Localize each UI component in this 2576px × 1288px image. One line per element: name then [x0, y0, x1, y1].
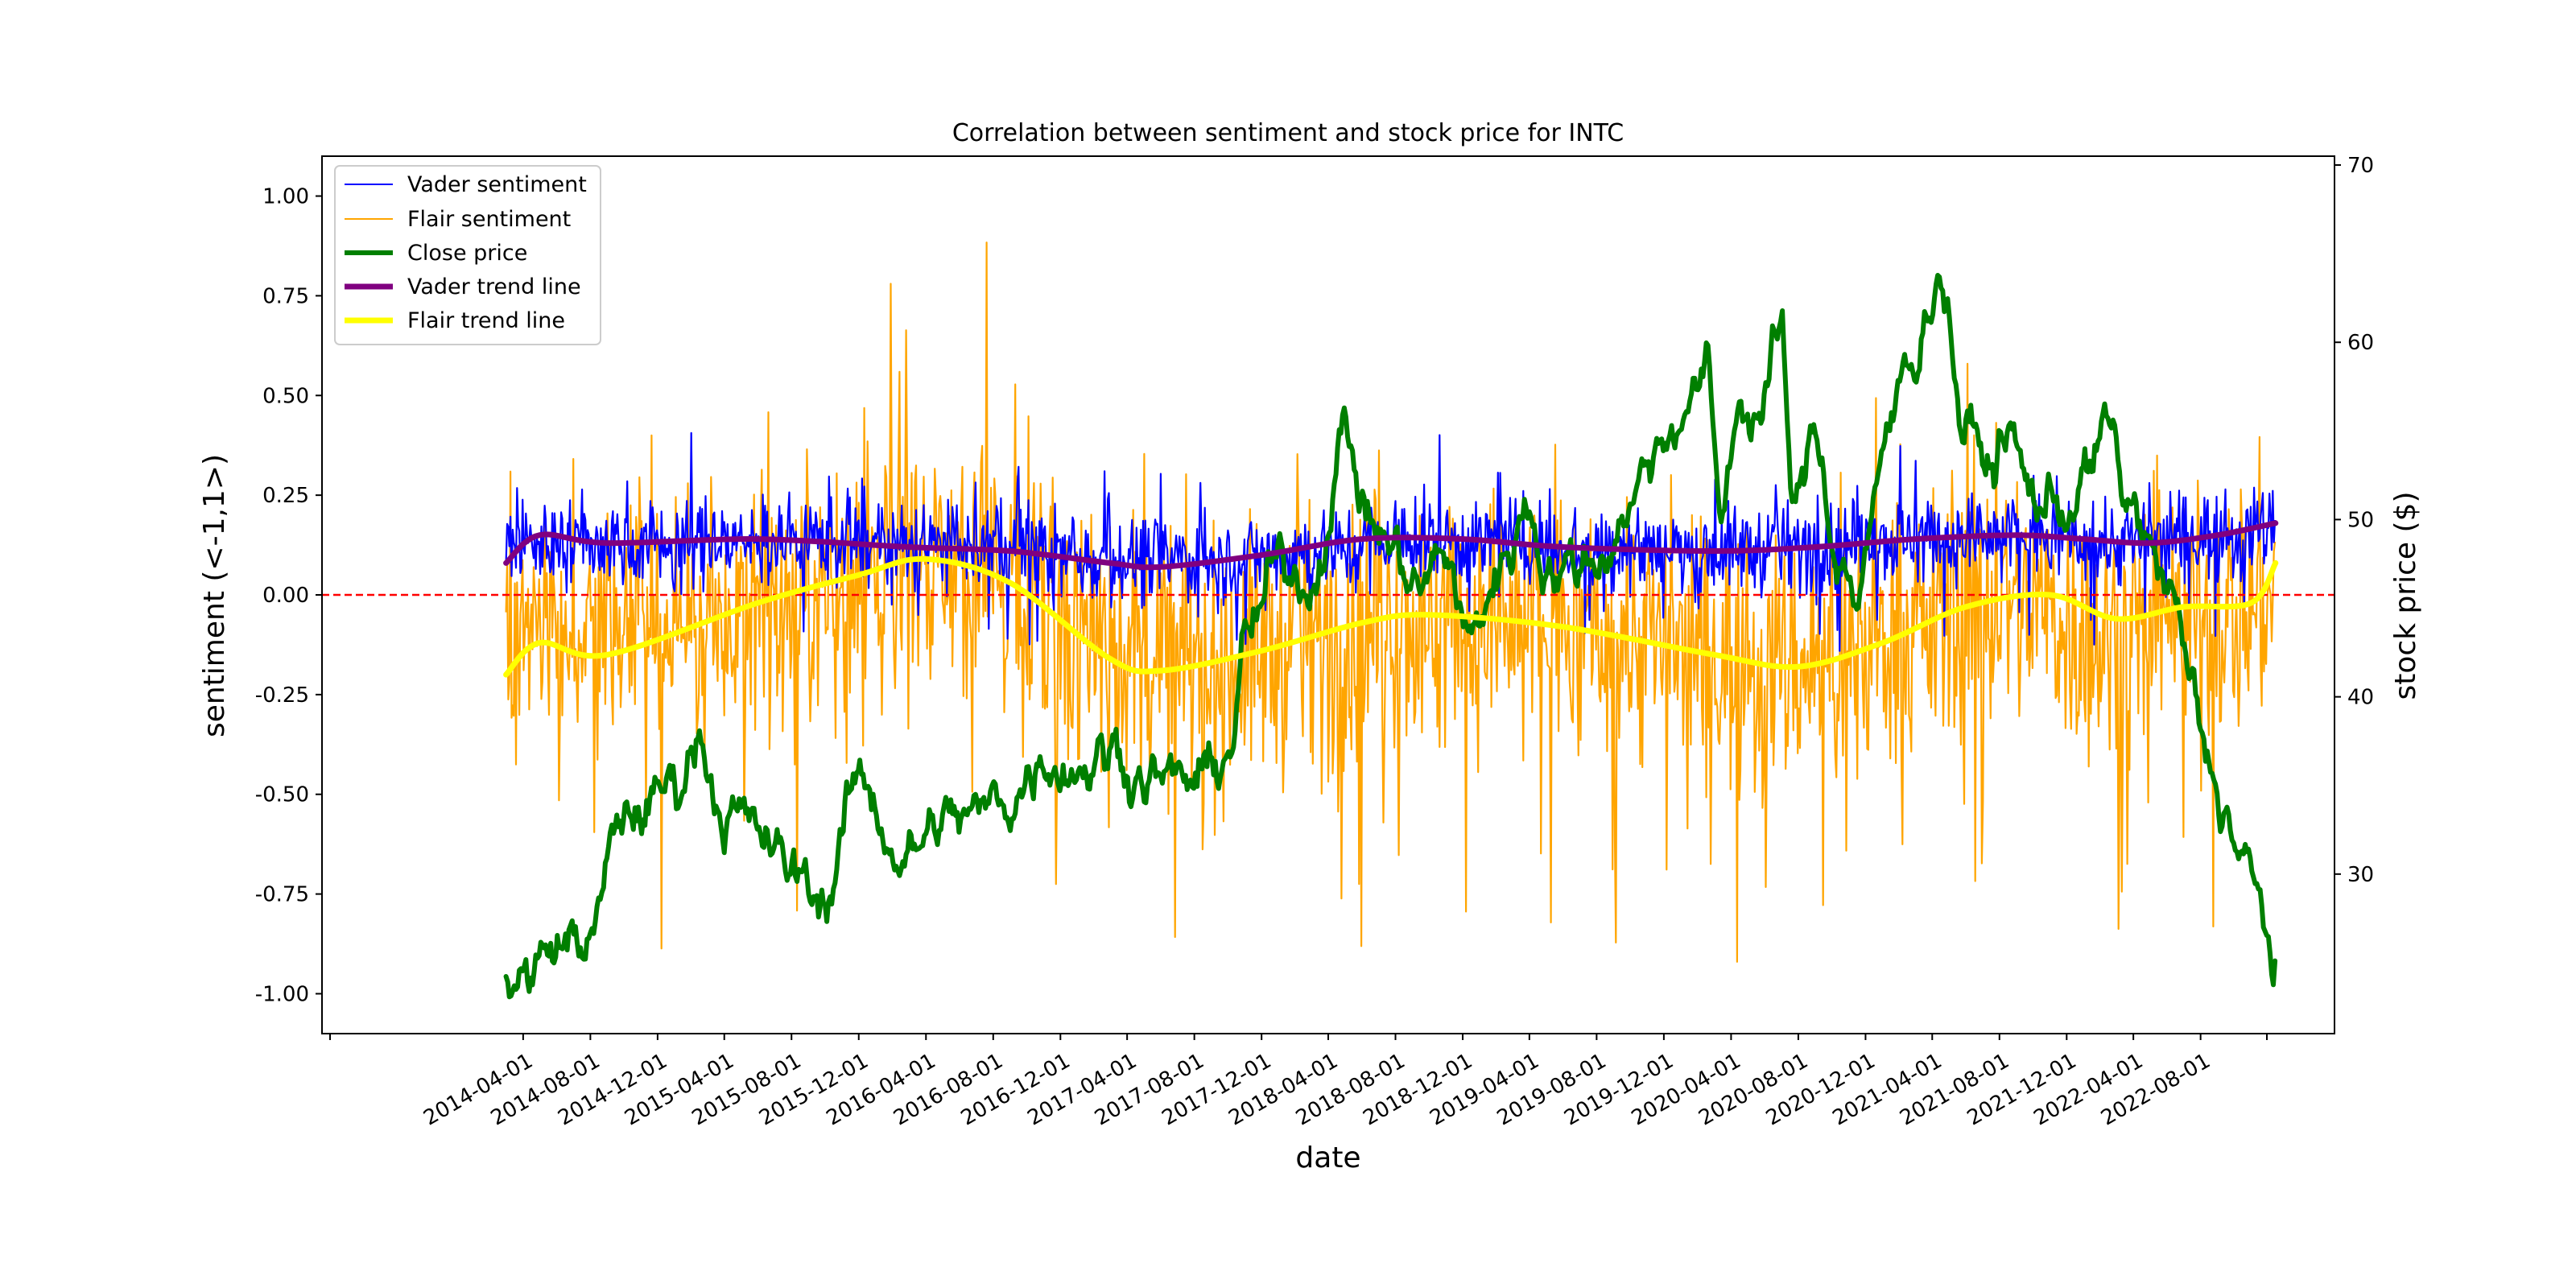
legend-label-close: Close price	[407, 241, 527, 266]
legend-label-vader-trend: Vader trend line	[407, 275, 581, 299]
y-axis-left: 1.00 0.75 0.50 0.25 0.00 -0.25 -0.50 -0.75 -1.00	[255, 185, 322, 1006]
series-line-flair-trend-line	[503, 555, 2279, 678]
y-right-tick-label: 60	[2347, 331, 2374, 355]
y-right-tick-label: 30	[2347, 863, 2374, 887]
chart-title: Correlation between sentiment and stock …	[952, 119, 1624, 147]
y-left-tick-label: 1.00	[262, 185, 309, 209]
legend-label-vader: Vader sentiment	[407, 172, 587, 197]
y-right-tick-label: 70	[2347, 154, 2374, 178]
series-line-close-price	[503, 273, 2278, 1000]
y-left-tick-label: -1.00	[255, 982, 309, 1006]
y-axis-right: 70 60 50 40 30	[2334, 154, 2374, 887]
y-left-tick-label: -0.25	[255, 683, 309, 708]
y-right-tick-label: 40	[2347, 686, 2374, 710]
x-axis-label: date	[1295, 1141, 1360, 1174]
y-axis-right-label: stock price ($)	[2389, 491, 2422, 700]
y-left-tick-label: 0.75	[262, 284, 309, 308]
y-axis-left-label: sentiment (<-1,1>)	[198, 454, 231, 737]
plot-series-layer	[322, 242, 2334, 1000]
y-left-tick-label: 0.00	[262, 584, 309, 608]
legend-frame	[334, 165, 601, 345]
legend-label-flair: Flair sentiment	[407, 207, 571, 232]
series-line-vader-sentiment	[505, 431, 2277, 652]
series-line-vader-trend-line	[503, 520, 2279, 571]
y-right-tick-label: 50	[2347, 508, 2374, 532]
y-left-tick-label: -0.50	[255, 783, 309, 807]
legend: Vader sentiment Flair sentiment Close pr…	[334, 165, 601, 345]
y-left-tick-label: 0.50	[262, 384, 309, 408]
legend-label-flair-trend: Flair trend line	[407, 308, 565, 333]
y-left-tick-label: 0.25	[262, 484, 309, 508]
y-left-tick-label: -0.75	[255, 883, 309, 907]
